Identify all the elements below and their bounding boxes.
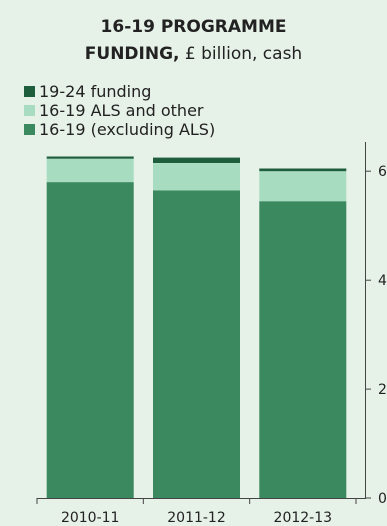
bar-2010-11-series-2: [46, 156, 134, 159]
bar-2011-12-series-0: [153, 190, 240, 499]
chart-title: 16-19 PROGRAMME FUNDING, £ billion, cash: [0, 14, 387, 68]
legend-swatch-als: [24, 105, 35, 116]
bar-2011-12-series-2: [153, 157, 240, 163]
bar-2012-13-series-1: [259, 171, 347, 202]
legend-swatch-excl: [24, 124, 35, 135]
bar-2012-13-series-2: [259, 168, 347, 172]
chart-title-line2: FUNDING, £ billion, cash: [0, 41, 387, 68]
bar-2010-11-series-0: [46, 182, 134, 498]
legend: 19-24 funding 16-19 ALS and other 16-19 …: [24, 82, 215, 139]
chart-title-bold: FUNDING,: [84, 44, 180, 64]
legend-label-als: 16-19 ALS and other: [39, 101, 204, 120]
legend-swatch-19-24: [24, 86, 35, 97]
x-tick-label-2011-12: 2011-12: [167, 510, 226, 526]
bar-2012-13-series-0: [259, 201, 347, 498]
bar-2010-11-series-1: [46, 158, 134, 183]
y-tick-label-6: 6: [378, 164, 387, 180]
legend-item-19-24: 19-24 funding: [24, 82, 215, 101]
bar-2011-12-series-1: [153, 163, 240, 191]
y-tick-label-0: 0: [378, 491, 387, 507]
x-tick-label-2012-13: 2012-13: [274, 510, 333, 526]
chart-title-line1: 16-19 PROGRAMME: [100, 17, 287, 37]
legend-label-excl: 16-19 (excluding ALS): [39, 120, 216, 139]
x-tick-label-2010-11: 2010-11: [61, 510, 120, 526]
y-tick-label-2: 2: [378, 382, 387, 398]
legend-label-19-24: 19-24 funding: [39, 82, 152, 101]
legend-item-als: 16-19 ALS and other: [24, 101, 215, 120]
chart-title-units: £ billion, cash: [179, 44, 303, 64]
y-tick-label-4: 4: [378, 273, 387, 289]
legend-item-excl: 16-19 (excluding ALS): [24, 120, 215, 139]
